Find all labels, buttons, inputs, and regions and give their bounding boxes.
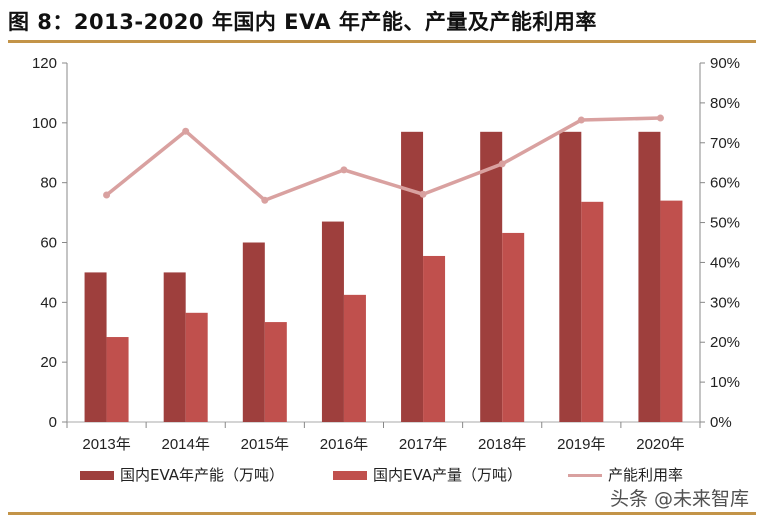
- bar-capacity: [638, 131, 661, 422]
- left-tick-label: 60: [40, 235, 57, 252]
- right-tick-label: 50%: [710, 215, 740, 232]
- x-tick-label: 2019年: [557, 436, 605, 453]
- bar-capacity: [480, 131, 503, 422]
- right-tick-label: 20%: [710, 334, 740, 351]
- bar-production: [581, 201, 604, 422]
- legend-swatch-utilization: [568, 473, 602, 477]
- legend-label-utilization: 产能利用率: [608, 466, 684, 484]
- right-tick-label: 30%: [710, 294, 740, 311]
- left-tick-label: 120: [32, 55, 57, 72]
- bar-capacity: [401, 131, 424, 422]
- right-tick-label: 70%: [710, 135, 740, 152]
- left-tick-label: 20: [40, 354, 57, 371]
- line-utilization: [105, 116, 661, 203]
- x-tick-label: 2017年: [399, 436, 447, 453]
- right-tick-label: 80%: [710, 95, 740, 112]
- left-tick-label: 40: [40, 294, 57, 311]
- right-tick-label: 0%: [710, 414, 732, 431]
- bar-capacity: [559, 131, 582, 422]
- legend-swatch-capacity: [80, 470, 114, 480]
- bar-production: [106, 337, 129, 422]
- top-rule: [8, 40, 756, 43]
- bar-production: [502, 232, 525, 422]
- point-utilization: [261, 196, 269, 204]
- x-tick-label: 2020年: [636, 436, 684, 453]
- right-tick-label: 60%: [710, 175, 740, 192]
- x-tick-label: 2016年: [320, 436, 368, 453]
- right-tick-label: 90%: [710, 55, 740, 72]
- point-utilization: [419, 190, 427, 198]
- right-tick-label: 40%: [710, 254, 740, 271]
- point-utilization: [656, 114, 664, 122]
- point-utilization: [103, 191, 111, 199]
- watermark: 头条 @未来智库: [610, 488, 750, 510]
- point-utilization: [577, 116, 585, 124]
- bar-production: [423, 255, 446, 422]
- x-tick-label: 2013年: [82, 436, 130, 453]
- left-tick-label: 100: [32, 115, 57, 132]
- legend-swatch-production: [333, 470, 367, 480]
- point-utilization: [498, 160, 506, 168]
- point-utilization: [340, 166, 348, 174]
- x-tick-label: 2014年: [162, 436, 210, 453]
- bar-capacity: [321, 221, 344, 422]
- chart-title: 图 8：2013-2020 年国内 EVA 年产能、产量及产能利用率: [8, 10, 597, 34]
- left-tick-label: 0: [49, 414, 57, 431]
- x-tick-label: 2015年: [241, 436, 289, 453]
- left-tick-label: 80: [40, 175, 57, 192]
- bar-production: [343, 294, 366, 422]
- legend-production: 国内EVA产量（万吨）: [333, 466, 522, 484]
- bar-capacity: [242, 242, 265, 422]
- legend-label-capacity: 国内EVA年产能（万吨）: [120, 466, 285, 484]
- bottom-rule: [8, 512, 756, 515]
- legend-capacity: 国内EVA年产能（万吨）: [80, 466, 284, 484]
- right-tick-label: 10%: [710, 374, 740, 391]
- bar-production: [264, 322, 287, 422]
- legend-utilization: 产能利用率: [568, 466, 683, 484]
- bar-production: [185, 312, 208, 422]
- bar-production: [660, 200, 683, 422]
- bar-capacity: [84, 272, 107, 422]
- x-tick-label: 2018年: [478, 436, 526, 453]
- point-utilization: [182, 127, 190, 135]
- bar-capacity: [163, 272, 186, 422]
- legend-label-production: 国内EVA产量（万吨）: [373, 466, 523, 484]
